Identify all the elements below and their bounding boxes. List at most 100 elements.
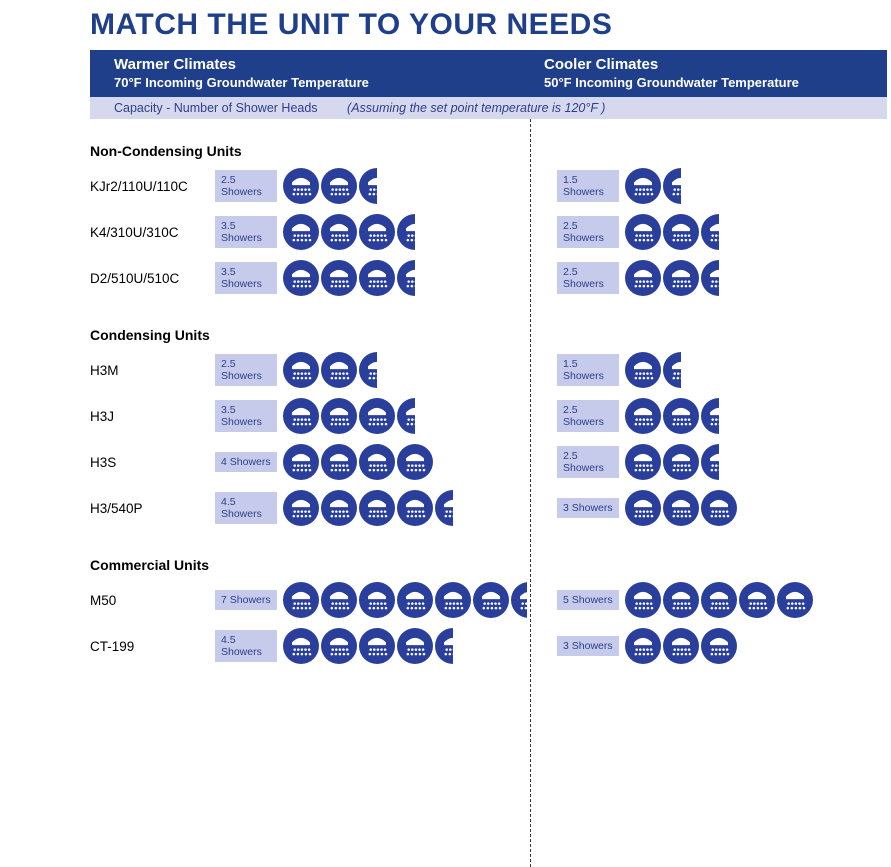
shower-icon-partial: [701, 260, 719, 296]
shower-icon-full: [283, 352, 319, 388]
shower-icon-full: [283, 214, 319, 250]
shower-head-icon: [777, 582, 813, 618]
section-gap: [90, 533, 891, 547]
shower-icon-full: [359, 444, 395, 480]
shower-icon-full: [511, 582, 527, 618]
model-label: M50: [90, 593, 215, 608]
shower-icons-cool: [625, 490, 855, 526]
shower-head-icon: [663, 444, 699, 480]
shower-icon-full: [663, 628, 699, 664]
cool-badge: 1.5 Showers: [557, 170, 619, 202]
shower-head-icon: [321, 398, 357, 434]
shower-icon-partial: [663, 352, 681, 388]
page-title: MATCH THE UNIT TO YOUR NEEDS: [0, 8, 891, 50]
shower-head-icon: [701, 490, 737, 526]
shower-head-icon: [397, 582, 433, 618]
shower-icon-full: [321, 168, 357, 204]
warm-badge: 4.5 Showers: [215, 630, 277, 662]
shower-icons-warm: [283, 214, 527, 250]
shower-icon-full: [321, 444, 357, 480]
shower-icon-partial: [397, 214, 415, 250]
shower-icon-full: [321, 398, 357, 434]
shower-icon-full: [663, 582, 699, 618]
shower-icon-full: [625, 398, 661, 434]
shower-head-icon: [321, 260, 357, 296]
shower-head-icon: [663, 398, 699, 434]
shower-icon-partial: [397, 260, 415, 296]
unit-row: CT-199 4.5 Showers: [90, 625, 891, 667]
shower-icon-full: [625, 352, 661, 388]
shower-icon-partial: [701, 398, 719, 434]
sub-header: Capacity - Number of Shower Heads (Assum…: [90, 97, 887, 119]
shower-head-icon: [435, 582, 471, 618]
shower-head-icon: [663, 352, 681, 388]
cool-badge: 1.5 Showers: [557, 354, 619, 386]
unit-row: H3J 3.5 Showers: [90, 395, 891, 437]
shower-icon-full: [473, 582, 509, 618]
shower-icons-warm: [283, 444, 527, 480]
shower-icon-full: [625, 628, 661, 664]
cool-badge: 2.5 Showers: [557, 400, 619, 432]
unit-row: H3M 2.5 Showers: [90, 349, 891, 391]
shower-head-icon: [283, 214, 319, 250]
shower-head-icon: [625, 628, 661, 664]
unit-row: D2/510U/510C 3.5 Showers: [90, 257, 891, 299]
shower-head-icon: [625, 398, 661, 434]
shower-icon-full: [625, 168, 661, 204]
shower-head-icon: [625, 490, 661, 526]
shower-head-icon: [701, 214, 719, 250]
shower-head-icon: [625, 168, 661, 204]
shower-head-icon: [397, 260, 415, 296]
shower-head-icon: [359, 628, 395, 664]
shower-icon-full: [663, 214, 699, 250]
shower-head-icon: [663, 214, 699, 250]
shower-icon-full: [397, 628, 433, 664]
shower-head-icon: [663, 168, 681, 204]
model-label: CT-199: [90, 639, 215, 654]
shower-head-icon: [359, 444, 395, 480]
shower-icon-full: [625, 444, 661, 480]
shower-head-icon: [321, 444, 357, 480]
shower-head-icon: [359, 168, 377, 204]
shower-icons-cool: [625, 168, 855, 204]
section-title: Commercial Units: [90, 557, 891, 573]
unit-row: K4/310U/310C 3.5 Showers: [90, 211, 891, 253]
shower-head-icon: [283, 444, 319, 480]
section-title: Condensing Units: [90, 327, 891, 343]
shower-head-icon: [473, 582, 509, 618]
model-label: H3S: [90, 455, 215, 470]
shower-head-icon: [283, 168, 319, 204]
shower-icon-partial: [359, 168, 377, 204]
header-cool-line1: Cooler Climates: [544, 56, 799, 75]
shower-icon-full: [397, 490, 433, 526]
shower-head-icon: [397, 214, 415, 250]
shower-icon-full: [739, 582, 775, 618]
shower-head-icon: [397, 628, 433, 664]
shower-icon-full: [321, 490, 357, 526]
shower-icon-full: [321, 260, 357, 296]
header-cool-line2: 50°F Incoming Groundwater Temperature: [544, 75, 799, 91]
shower-head-icon: [321, 628, 357, 664]
unit-row: KJr2/110U/110C 2.5 Showers: [90, 165, 891, 207]
comparison-body: Non-Condensing Units KJr2/110U/110C 2.5 …: [0, 119, 891, 667]
shower-head-icon: [321, 582, 357, 618]
column-divider: [530, 119, 531, 867]
shower-head-icon: [359, 214, 395, 250]
shower-head-icon: [663, 628, 699, 664]
shower-icons-warm: [283, 168, 527, 204]
shower-icon-full: [701, 628, 737, 664]
shower-icons-warm: [283, 260, 527, 296]
shower-head-icon: [283, 490, 319, 526]
header-warm-line2: 70°F Incoming Groundwater Temperature: [114, 75, 544, 91]
shower-icon-full: [321, 352, 357, 388]
shower-head-icon: [321, 168, 357, 204]
model-label: D2/510U/510C: [90, 271, 215, 286]
cool-badge: 2.5 Showers: [557, 262, 619, 294]
shower-icons-cool: [625, 260, 855, 296]
section: Condensing Units H3M 2.5 Showers: [90, 327, 891, 547]
shower-icons-warm: [283, 398, 527, 434]
warm-badge: 2.5 Showers: [215, 354, 277, 386]
warm-badge: 3.5 Showers: [215, 400, 277, 432]
shower-head-icon: [397, 444, 433, 480]
shower-icon-partial: [701, 444, 719, 480]
